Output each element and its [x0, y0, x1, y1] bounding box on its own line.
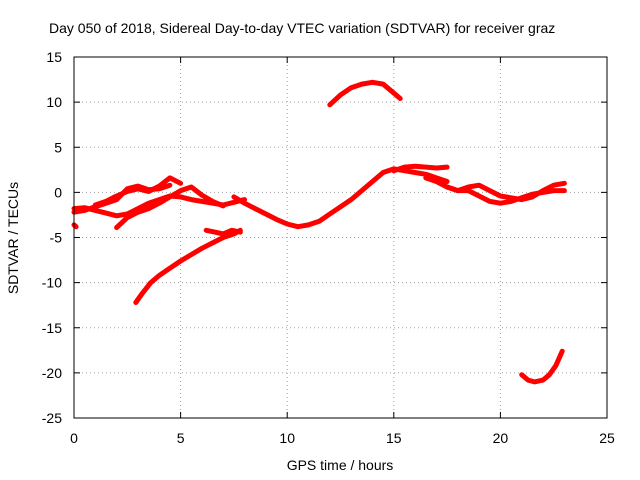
series-line-arc-11: [327, 79, 403, 108]
x-tick-label: 15: [386, 430, 402, 446]
y-tick-label: -15: [42, 320, 62, 336]
y-tick-label: 5: [54, 139, 62, 155]
series-group: [71, 79, 567, 385]
axis-ticks: 0 5 10 15 20 25 -25 -20 -15 -10 -5 0 5 10 15: [42, 49, 615, 446]
series-line-arc-5: [231, 166, 450, 230]
series-line-arc-6: [391, 163, 450, 174]
y-tick-label: 15: [46, 49, 62, 65]
series-line-arc-9: [133, 227, 243, 305]
series-line-arc-4: [92, 175, 184, 208]
series-line-arc-10: [203, 227, 243, 237]
x-tick-label: 20: [493, 430, 509, 446]
chart-title: Day 050 of 2018, Sidereal Day-to-day VTE…: [49, 20, 555, 36]
x-tick-label: 25: [599, 430, 615, 446]
x-axis-label: GPS time / hours: [287, 457, 394, 473]
x-tick-label: 0: [70, 430, 78, 446]
y-tick-label: -20: [42, 365, 62, 381]
grid: [74, 57, 607, 418]
x-tick-label: 10: [279, 430, 295, 446]
x-tick-label: 5: [177, 430, 185, 446]
series-line-arc-3: [114, 184, 226, 231]
series-line-arc-8: [444, 184, 567, 206]
y-axis-label: SDTVAR / TECUs: [5, 182, 21, 294]
y-tick-label: 10: [46, 94, 62, 110]
series-line-arc-12: [519, 348, 565, 385]
y-tick-label: -5: [50, 230, 63, 246]
y-tick-label: -10: [42, 275, 62, 291]
y-tick-label: 0: [54, 184, 62, 200]
y-tick-label: -25: [42, 410, 62, 426]
